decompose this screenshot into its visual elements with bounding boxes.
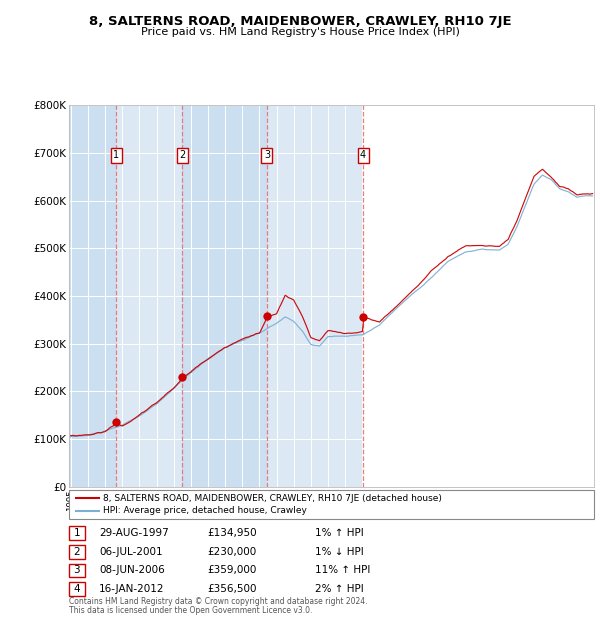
- Text: £230,000: £230,000: [207, 547, 256, 557]
- Text: 2: 2: [179, 151, 185, 161]
- Text: Contains HM Land Registry data © Crown copyright and database right 2024.: Contains HM Land Registry data © Crown c…: [69, 597, 367, 606]
- Text: 1% ↓ HPI: 1% ↓ HPI: [315, 547, 364, 557]
- Text: 4: 4: [360, 151, 366, 161]
- Text: 8, SALTERNS ROAD, MAIDENBOWER, CRAWLEY, RH10 7JE: 8, SALTERNS ROAD, MAIDENBOWER, CRAWLEY, …: [89, 16, 511, 29]
- Bar: [116, 105, 182, 487]
- Text: 2: 2: [73, 547, 80, 557]
- Bar: [363, 105, 594, 487]
- Bar: [182, 105, 267, 487]
- Text: Price paid vs. HM Land Registry's House Price Index (HPI): Price paid vs. HM Land Registry's House …: [140, 27, 460, 37]
- Bar: [267, 105, 363, 487]
- Text: 3: 3: [73, 565, 80, 575]
- Text: This data is licensed under the Open Government Licence v3.0.: This data is licensed under the Open Gov…: [69, 606, 313, 615]
- Text: 3: 3: [264, 151, 270, 161]
- Text: HPI: Average price, detached house, Crawley: HPI: Average price, detached house, Craw…: [103, 507, 307, 515]
- Text: £356,500: £356,500: [207, 584, 257, 594]
- Text: 1% ↑ HPI: 1% ↑ HPI: [315, 528, 364, 538]
- Text: 2% ↑ HPI: 2% ↑ HPI: [315, 584, 364, 594]
- Text: 16-JAN-2012: 16-JAN-2012: [99, 584, 164, 594]
- Text: 1: 1: [113, 151, 119, 161]
- Text: 11% ↑ HPI: 11% ↑ HPI: [315, 565, 370, 575]
- Text: £134,950: £134,950: [207, 528, 257, 538]
- Text: £359,000: £359,000: [207, 565, 256, 575]
- Text: 29-AUG-1997: 29-AUG-1997: [99, 528, 169, 538]
- Text: 1: 1: [73, 528, 80, 538]
- Text: 06-JUL-2001: 06-JUL-2001: [99, 547, 163, 557]
- Text: 8, SALTERNS ROAD, MAIDENBOWER, CRAWLEY, RH10 7JE (detached house): 8, SALTERNS ROAD, MAIDENBOWER, CRAWLEY, …: [103, 494, 442, 503]
- Text: 08-JUN-2006: 08-JUN-2006: [99, 565, 165, 575]
- Text: 4: 4: [73, 584, 80, 594]
- Bar: [69, 105, 116, 487]
